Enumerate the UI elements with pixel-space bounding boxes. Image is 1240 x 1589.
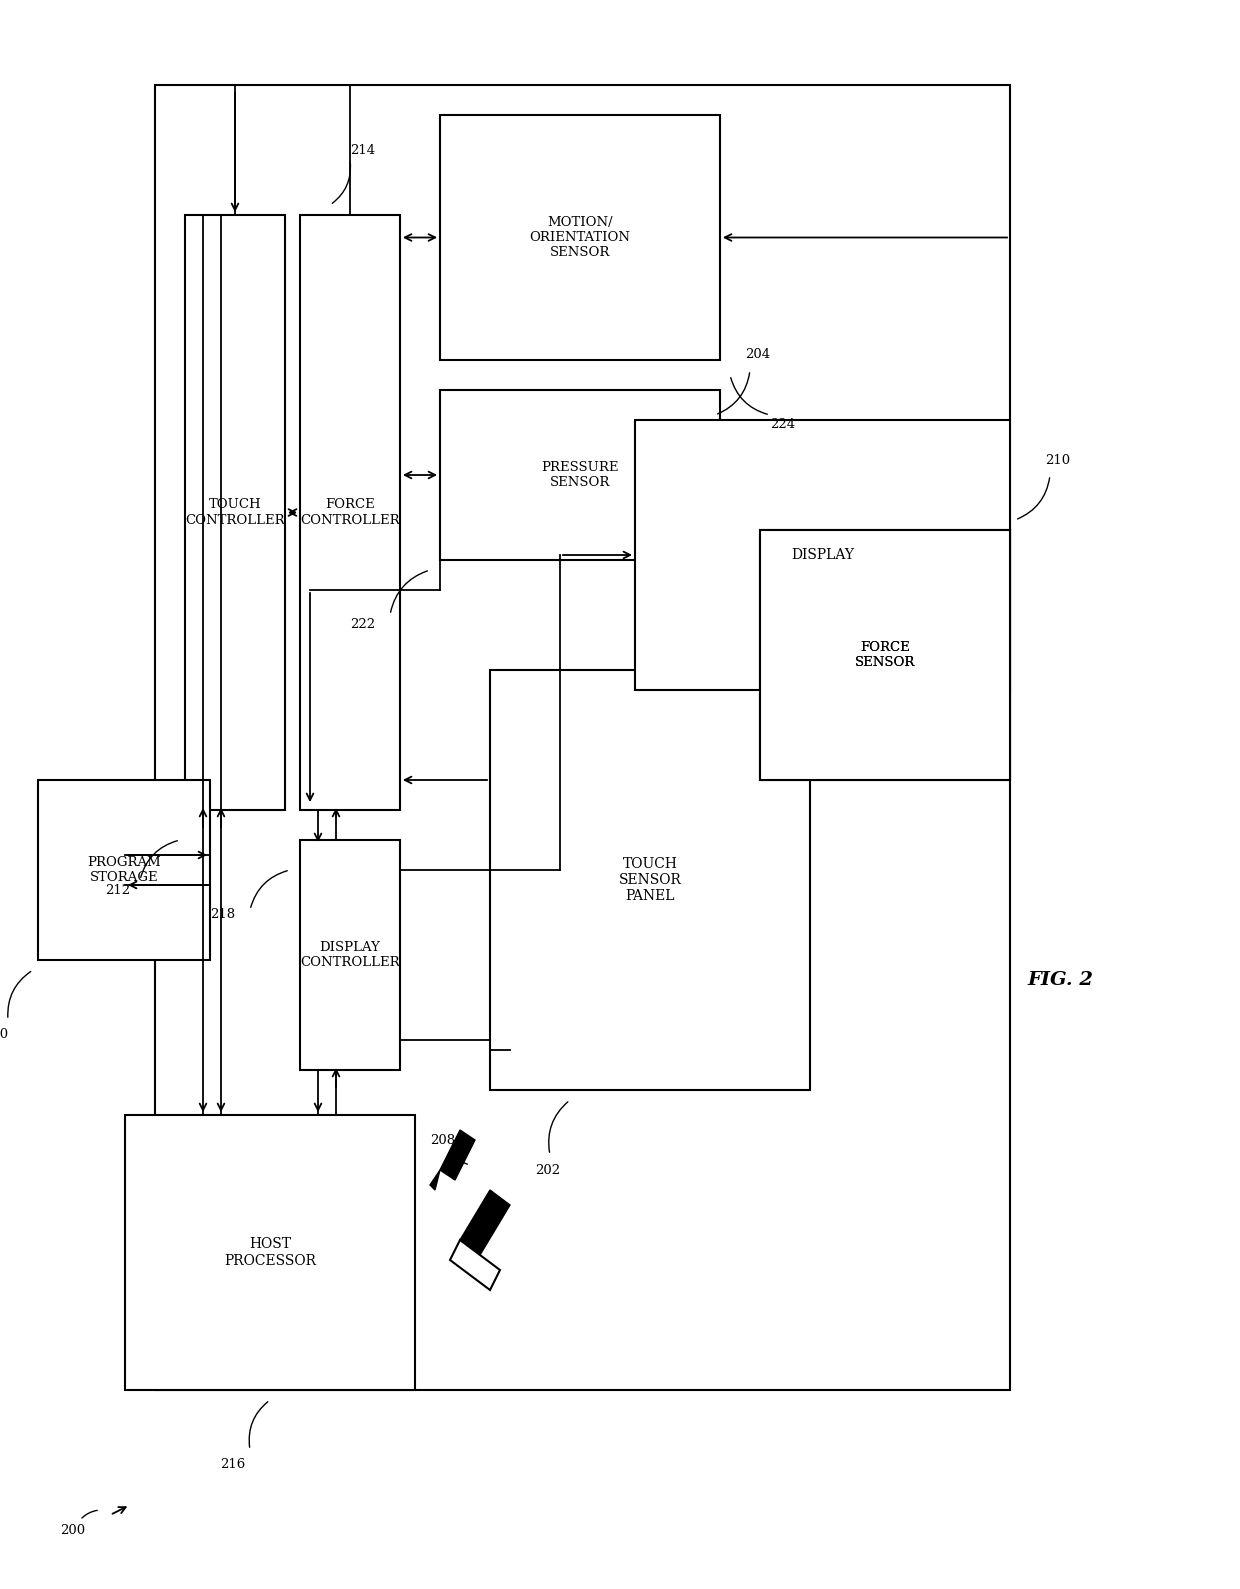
Bar: [760, 531, 1011, 780]
Text: FORCE
SENSOR: FORCE SENSOR: [854, 640, 915, 669]
Bar: [38, 780, 210, 960]
Text: 200: 200: [60, 1524, 86, 1537]
Text: TOUCH
SENSOR
PANEL: TOUCH SENSOR PANEL: [619, 856, 682, 903]
Bar: [490, 671, 810, 1090]
Text: 202: 202: [534, 1163, 560, 1176]
Bar: [440, 389, 720, 559]
Bar: [760, 531, 1011, 780]
Text: 214: 214: [350, 143, 376, 156]
Bar: [125, 1115, 415, 1390]
Bar: [300, 215, 401, 810]
Text: TOUCH
CONTROLLER: TOUCH CONTROLLER: [185, 499, 285, 526]
Text: FIG. 2: FIG. 2: [1027, 971, 1092, 988]
Text: 220: 220: [0, 1028, 9, 1041]
Text: 204: 204: [745, 348, 770, 362]
Text: PROGRAM
STORAGE: PROGRAM STORAGE: [87, 856, 161, 883]
Text: 222: 222: [350, 618, 376, 631]
Text: FORCE
SENSOR: FORCE SENSOR: [854, 640, 915, 669]
Text: FORCE
CONTROLLER: FORCE CONTROLLER: [300, 499, 399, 526]
Text: 218: 218: [210, 909, 236, 922]
Text: HOST
PROCESSOR: HOST PROCESSOR: [224, 1238, 316, 1268]
Text: 224: 224: [770, 418, 795, 432]
Bar: [185, 215, 285, 810]
Text: DISPLAY
CONTROLLER: DISPLAY CONTROLLER: [300, 941, 399, 969]
Text: MOTION/
ORIENTATION
SENSOR: MOTION/ ORIENTATION SENSOR: [529, 216, 630, 259]
Text: 212: 212: [105, 883, 130, 896]
Text: 216: 216: [219, 1459, 246, 1471]
Polygon shape: [440, 1130, 475, 1181]
Text: 208: 208: [430, 1133, 455, 1147]
Bar: [300, 841, 401, 1069]
Bar: [155, 84, 1011, 1390]
Bar: [440, 114, 720, 361]
Bar: [635, 419, 1011, 690]
Text: DISPLAY: DISPLAY: [791, 548, 854, 563]
Polygon shape: [460, 1190, 510, 1255]
Polygon shape: [430, 1170, 440, 1190]
Polygon shape: [450, 1239, 500, 1290]
Text: 210: 210: [1045, 453, 1070, 467]
Text: PRESSURE
SENSOR: PRESSURE SENSOR: [541, 461, 619, 489]
